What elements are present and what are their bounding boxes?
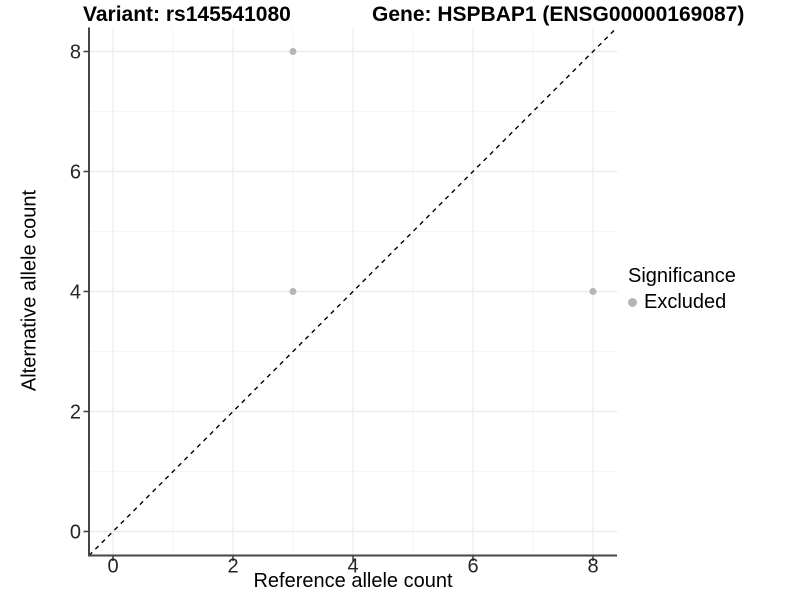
data-point bbox=[289, 48, 297, 55]
gene-title: Gene: HSPBAP1 (ENSG00000169087) bbox=[372, 3, 745, 26]
x-tick-label: 4 bbox=[347, 556, 358, 578]
excluded-point-icon bbox=[628, 298, 637, 307]
x-tick-label: 0 bbox=[107, 556, 118, 578]
y-axis-title: Alternative allele count bbox=[18, 189, 41, 392]
legend-item-label: Excluded bbox=[644, 291, 727, 313]
y-tick-label: 8 bbox=[70, 42, 81, 64]
x-tick-label: 8 bbox=[587, 556, 598, 578]
data-point bbox=[289, 288, 297, 295]
data-point bbox=[589, 288, 597, 295]
y-tick-label: 4 bbox=[70, 282, 81, 304]
y-tick-label: 2 bbox=[70, 402, 81, 424]
variant-title: Variant: rs145541080 bbox=[83, 3, 291, 26]
x-tick-label: 6 bbox=[467, 556, 478, 578]
y-tick-label: 0 bbox=[70, 522, 81, 544]
x-axis-title: Reference allele count bbox=[253, 570, 453, 592]
x-tick-label: 2 bbox=[227, 556, 238, 578]
legend: Significance Excluded bbox=[628, 265, 736, 314]
legend-title: Significance bbox=[628, 265, 736, 287]
legend-item-excluded: Excluded bbox=[628, 291, 736, 314]
identity-line bbox=[88, 27, 618, 556]
y-tick-label: 6 bbox=[70, 162, 81, 184]
